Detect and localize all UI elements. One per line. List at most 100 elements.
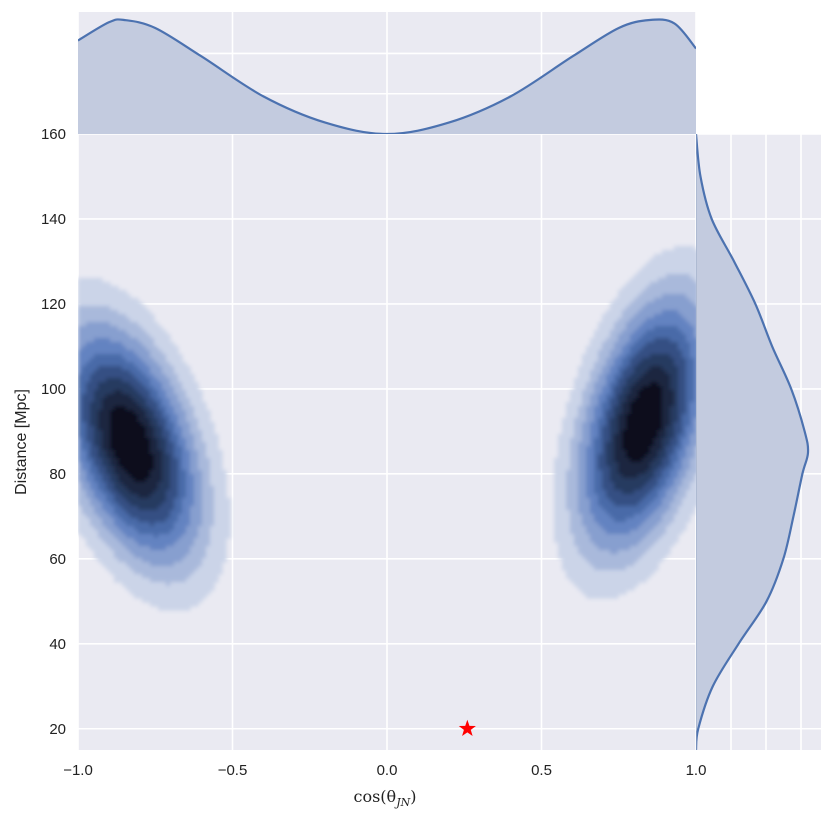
kde-cell [118, 330, 123, 335]
kde-cell [646, 374, 651, 379]
kde-cell [194, 450, 199, 455]
kde-cell [146, 526, 151, 531]
kde-cell [590, 402, 595, 407]
kde-cell [82, 530, 87, 535]
kde-cell [682, 322, 687, 327]
kde-cell [90, 530, 95, 535]
kde-cell [126, 326, 131, 331]
kde-cell [134, 350, 139, 355]
kde-cell [642, 306, 647, 311]
kde-cell [654, 438, 659, 443]
kde-cell [646, 538, 651, 543]
kde-cell [86, 470, 91, 475]
kde-cell [98, 282, 103, 287]
kde-cell [590, 554, 595, 559]
kde-cell [570, 422, 575, 427]
kde-cell [578, 534, 583, 539]
kde-cell [110, 566, 115, 571]
kde-cell [194, 530, 199, 535]
kde-cell [98, 538, 103, 543]
kde-cell [638, 434, 643, 439]
kde-cell [206, 546, 211, 551]
kde-cell [582, 494, 587, 499]
kde-cell [598, 338, 603, 343]
kde-cell [82, 334, 87, 339]
kde-cell [150, 554, 155, 559]
kde-cell [666, 290, 671, 295]
kde-cell [606, 534, 611, 539]
kde-cell [110, 414, 115, 419]
kde-cell [198, 474, 203, 479]
kde-cell [154, 454, 159, 459]
kde-cell [614, 454, 619, 459]
kde-cell [622, 494, 627, 499]
kde-cell [134, 438, 139, 443]
kde-cell [98, 518, 103, 523]
kde-cell [98, 478, 103, 483]
kde-cell [214, 562, 219, 567]
kde-cell [638, 362, 643, 367]
kde-cell [610, 422, 615, 427]
kde-cell [670, 286, 675, 291]
kde-cell [170, 466, 175, 471]
kde-cell [694, 434, 696, 439]
kde-cell [162, 510, 167, 515]
kde-cell [670, 330, 675, 335]
kde-cell [606, 494, 611, 499]
kde-cell [110, 406, 115, 411]
kde-cell [614, 534, 619, 539]
kde-cell [610, 318, 615, 323]
kde-cell [78, 386, 83, 391]
kde-cell [222, 534, 227, 539]
kde-cell [586, 438, 591, 443]
kde-cell [130, 298, 135, 303]
kde-cell [694, 414, 696, 419]
kde-cell [666, 278, 671, 283]
kde-cell [142, 446, 147, 451]
kde-cell [178, 482, 183, 487]
kde-cell [674, 374, 679, 379]
kde-cell [622, 318, 627, 323]
kde-cell [90, 354, 95, 359]
kde-cell [86, 414, 91, 419]
kde-cell [118, 386, 123, 391]
kde-cell [582, 574, 587, 579]
kde-cell [134, 478, 139, 483]
kde-cell [634, 430, 639, 435]
kde-cell [642, 470, 647, 475]
kde-cell [222, 506, 227, 511]
kde-cell [674, 446, 679, 451]
kde-cell [650, 486, 655, 491]
kde-cell [82, 342, 87, 347]
kde-cell [586, 498, 591, 503]
kde-cell [142, 342, 147, 347]
kde-cell [174, 562, 179, 567]
kde-cell [638, 442, 643, 447]
kde-cell [630, 582, 635, 587]
kde-cell [590, 462, 595, 467]
kde-cell [126, 478, 131, 483]
kde-cell [666, 546, 671, 551]
kde-cell [98, 546, 103, 551]
kde-cell [618, 526, 623, 531]
kde-cell [582, 478, 587, 483]
kde-cell [566, 430, 571, 435]
kde-cell [590, 398, 595, 403]
kde-cell [198, 446, 203, 451]
kde-cell [130, 446, 135, 451]
kde-cell [118, 510, 123, 515]
kde-cell [610, 434, 615, 439]
kde-cell [106, 366, 111, 371]
kde-cell [162, 494, 167, 499]
kde-cell [154, 506, 159, 511]
kde-cell [694, 334, 696, 339]
kde-cell [174, 590, 179, 595]
kde-cell [582, 530, 587, 535]
kde-cell [78, 442, 83, 447]
kde-cell [598, 438, 603, 443]
kde-cell [190, 574, 195, 579]
kde-cell [102, 466, 107, 471]
kde-cell [114, 506, 119, 511]
kde-cell [118, 558, 123, 563]
kde-cell [86, 386, 91, 391]
